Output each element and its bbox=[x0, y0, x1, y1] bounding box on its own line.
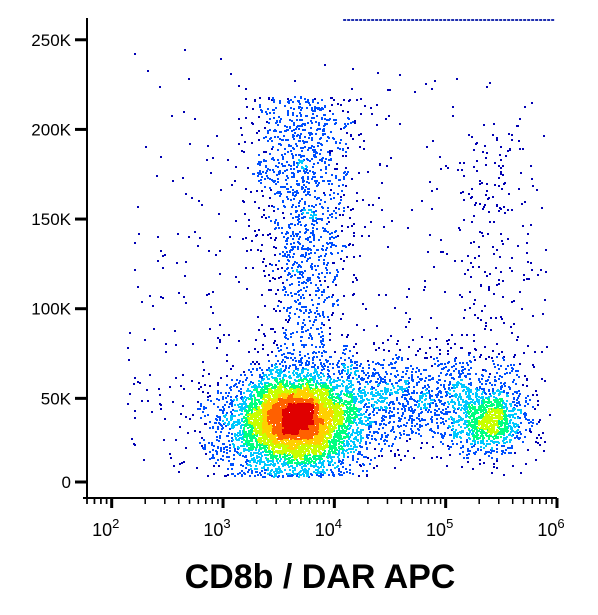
x-axis-label: CD8b / DAR APC bbox=[185, 558, 456, 596]
y-tick-label: 150K bbox=[31, 210, 71, 229]
x-tick-label: 102 bbox=[92, 516, 119, 540]
x-tick-label: 105 bbox=[426, 516, 453, 540]
density-points bbox=[247, 383, 504, 460]
density-points bbox=[282, 403, 314, 435]
y-tick-label: 100K bbox=[31, 300, 71, 319]
y-tick-label: 250K bbox=[31, 31, 71, 50]
x-tick-label: 104 bbox=[315, 516, 342, 540]
y-tick-label: 50K bbox=[41, 389, 72, 408]
plot-frame bbox=[83, 18, 557, 499]
y-tick-label: 200K bbox=[31, 120, 71, 139]
y-axis: 0 50K 100K 150K 200K 250K bbox=[31, 31, 87, 492]
x-axis: 102 103 104 105 106 bbox=[86, 498, 565, 540]
x-tick-label: 103 bbox=[203, 516, 230, 540]
x-tick-label: 106 bbox=[537, 516, 564, 540]
data-points-layer bbox=[127, 19, 555, 478]
y-tick-label: 0 bbox=[62, 473, 71, 492]
density-points bbox=[243, 378, 509, 465]
